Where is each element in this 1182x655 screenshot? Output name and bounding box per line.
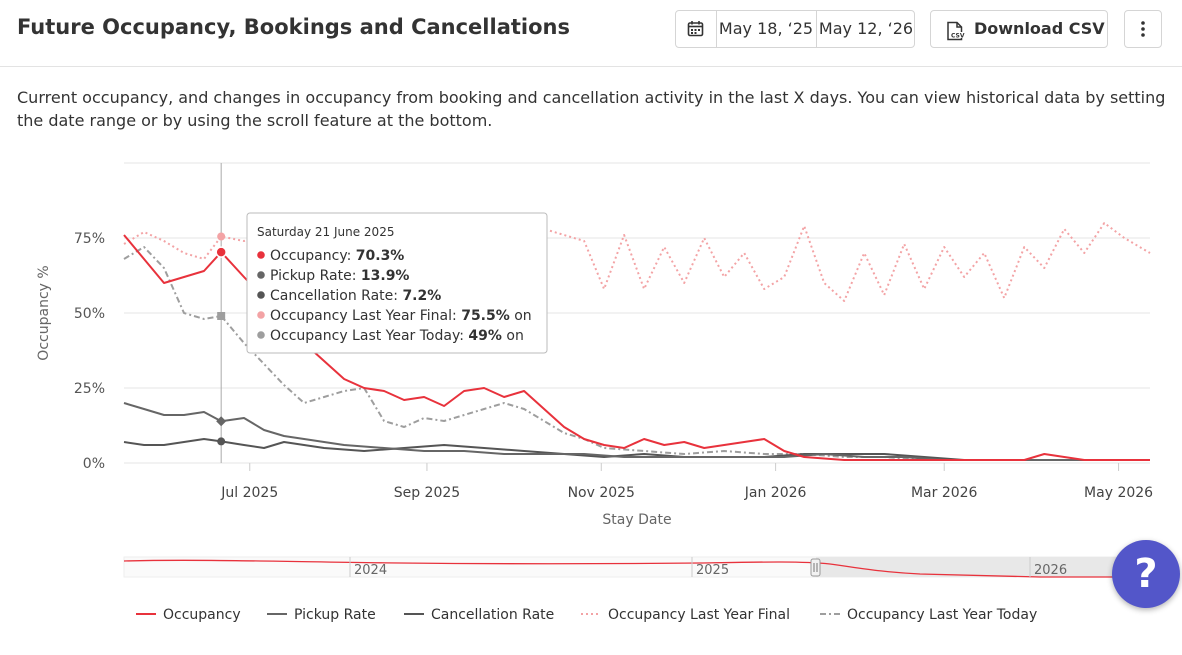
tooltip-colon: : <box>352 268 361 284</box>
navigator: 2024 2025 2026 <box>123 556 1117 578</box>
tooltip-series-name: Occupancy Last Year Today <box>270 328 460 344</box>
legend-label: Pickup Rate <box>294 607 376 623</box>
tooltip-colon: : <box>347 248 356 264</box>
download-csv-label: Download CSV <box>974 19 1105 38</box>
navigator-handle[interactable] <box>810 558 821 577</box>
calendar-button[interactable] <box>676 11 717 47</box>
tooltip-marker <box>257 271 265 279</box>
download-csv-button[interactable]: CSV Download CSV <box>930 10 1108 48</box>
tooltip-colon: : <box>393 288 402 304</box>
y-tick-label: 75% <box>74 231 105 247</box>
legend-item[interactable]: Cancellation Rate <box>404 607 554 623</box>
tooltip-marker <box>257 291 265 299</box>
page-title: Future Occupancy, Bookings and Cancellat… <box>17 15 570 39</box>
y-axis-title: Occupancy % <box>36 265 52 360</box>
legend-item[interactable]: Occupancy Last Year Final <box>581 607 790 623</box>
x-tick-label: Jul 2025 <box>220 485 278 501</box>
tooltip-row: Occupancy Last Year Today: 49% on <box>270 328 524 344</box>
calendar-icon <box>687 21 704 37</box>
legend-label: Occupancy Last Year Final <box>608 607 790 623</box>
series-line-pickup-rate <box>123 402 1150 461</box>
tooltip-marker <box>257 331 265 339</box>
hover-marker <box>217 312 226 320</box>
date-range-picker[interactable]: May 18, ‘25 May 12, ‘26 <box>675 10 915 48</box>
tooltip-colon: : <box>452 308 461 324</box>
y-tick-label: 25% <box>74 381 105 397</box>
x-tick-label: Nov 2025 <box>568 485 635 501</box>
svg-text:CSV: CSV <box>951 33 965 40</box>
hover-marker <box>217 232 226 241</box>
more-vertical-icon <box>1141 21 1145 37</box>
navigator-year-label: 2025 <box>696 563 729 578</box>
legend-label: Cancellation Rate <box>431 607 554 623</box>
tooltip-series-name: Occupancy Last Year Final <box>270 308 452 324</box>
tooltip-value: 7.2% <box>402 288 441 304</box>
csv-file-icon: CSV <box>947 21 965 41</box>
tooltip-row: Pickup Rate: 13.9% <box>270 268 409 284</box>
description: Current occupancy, and changes in occupa… <box>17 88 1166 130</box>
navigator-series-line <box>123 559 1116 578</box>
x-axis-title: Stay Date <box>602 512 671 528</box>
legend-item[interactable]: Occupancy Last Year Today <box>820 607 1037 623</box>
date-to-field[interactable]: May 12, ‘26 <box>818 19 914 38</box>
tooltip-row: Occupancy Last Year Final: 75.5% on <box>270 308 532 324</box>
header: Future Occupancy, Bookings and Cancellat… <box>0 0 1182 67</box>
legend-label: Occupancy Last Year Today <box>847 607 1037 623</box>
x-tick-label: Mar 2026 <box>911 485 978 501</box>
tooltip-date: Saturday 21 June 2025 <box>257 225 394 239</box>
tooltip-value: 70.3% <box>356 248 405 264</box>
tooltip-value: 75.5% <box>461 308 510 324</box>
x-tick-label: Jan 2026 <box>744 485 807 501</box>
legend-item[interactable]: Pickup Rate <box>267 607 376 623</box>
date-from-field[interactable]: May 18, ‘25 <box>716 11 817 47</box>
legend: Occupancy Pickup Rate Cancellation Rate Occ… <box>136 607 1037 623</box>
tooltip-colon: : <box>459 328 468 344</box>
navigator-selection <box>816 557 1116 577</box>
tooltip-marker <box>257 251 265 259</box>
hover-marker <box>215 246 227 258</box>
navigator-year-label: 2026 <box>1034 563 1067 578</box>
legend-label: Occupancy <box>163 607 241 623</box>
tooltip-row: Cancellation Rate: 7.2% <box>270 288 441 304</box>
y-tick-label: 0% <box>83 456 105 472</box>
tooltip-suffix: on <box>510 308 532 324</box>
tooltip-value: 13.9% <box>361 268 410 284</box>
x-tick-label: May 2026 <box>1084 485 1153 501</box>
tooltip-series-name: Occupancy <box>270 248 347 264</box>
tooltip-marker <box>257 311 265 319</box>
tooltip-series-name: Pickup Rate <box>270 268 352 284</box>
hover-marker <box>216 416 227 427</box>
navigator-handle-grip <box>810 558 821 577</box>
occupancy-chart[interactable]: 0% 25% 50% 75% Jul 2025 Sep 2025 Nov 2025 Jan 2… <box>0 140 1182 640</box>
help-button[interactable]: ? <box>1112 540 1180 608</box>
y-tick-label: 50% <box>74 306 105 322</box>
tooltip-value: 49% <box>468 328 502 344</box>
more-options-button[interactable] <box>1124 10 1162 48</box>
help-icon: ? <box>1134 551 1158 597</box>
tooltip-row: Occupancy: 70.3% <box>270 248 404 264</box>
hover-marker <box>217 437 226 446</box>
tooltip-series-name: Cancellation Rate <box>270 288 393 304</box>
tooltip-box <box>246 212 548 354</box>
navigator-year-label: 2024 <box>354 563 387 578</box>
legend-item[interactable]: Occupancy <box>136 607 241 623</box>
tooltip-suffix: on <box>502 328 524 344</box>
x-tick-label: Sep 2025 <box>394 485 460 501</box>
